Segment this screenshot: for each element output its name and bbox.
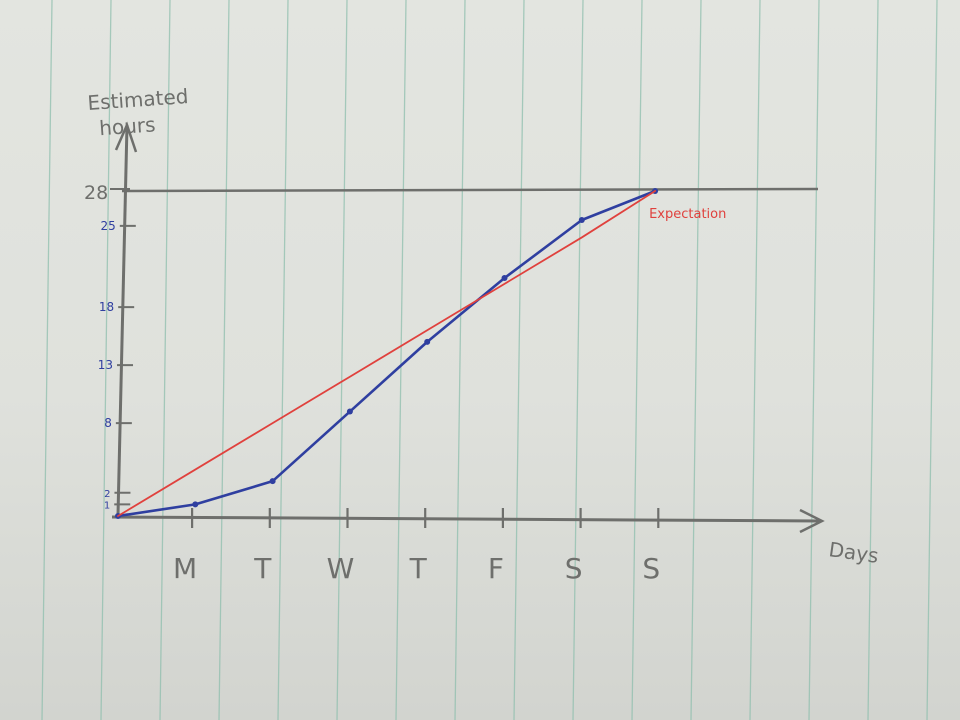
y-axis-title-line1: Estimated xyxy=(87,84,189,115)
x-tick-label: T xyxy=(253,552,272,585)
paper-rule-line xyxy=(749,0,761,720)
series-line xyxy=(116,189,657,518)
paper-rule-line xyxy=(395,0,407,720)
x-tick-label: M xyxy=(173,552,197,585)
y-tick-label: 13 xyxy=(98,358,113,372)
series-label: Expectation xyxy=(649,207,726,222)
x-tick-label: S xyxy=(565,552,583,585)
x-tick-label: F xyxy=(488,552,504,585)
y-axis xyxy=(116,124,129,516)
data-point xyxy=(578,217,585,224)
y-tick-label: 2 xyxy=(104,489,110,500)
data-point xyxy=(192,501,199,508)
paper-rule-line xyxy=(336,0,348,720)
paper-rule-line xyxy=(631,0,643,720)
paper-rule-line xyxy=(867,0,879,720)
data-point xyxy=(501,275,508,282)
paper-rule-line xyxy=(808,0,820,720)
paper-rule-line xyxy=(926,0,938,720)
y-axis-title-line2: hours xyxy=(98,112,156,140)
series-group: Expectation xyxy=(115,188,726,519)
paper-rule-lines xyxy=(41,0,938,720)
x-axis-arrow xyxy=(799,508,825,534)
y-tick-label: 18 xyxy=(99,300,114,314)
y-tick-label: 8 xyxy=(104,416,112,430)
data-point xyxy=(424,338,431,345)
x-tick-label: W xyxy=(327,552,355,585)
y-axis-arrow xyxy=(114,121,138,153)
reference-line-label: 28 xyxy=(84,182,108,204)
x-tick-label: T xyxy=(409,552,428,585)
paper-rule-line xyxy=(41,0,53,720)
x-tick-label: S xyxy=(642,552,660,585)
y-tick-label: 25 xyxy=(101,219,116,233)
paper-rule-line xyxy=(513,0,525,720)
paper-rule-line xyxy=(454,0,466,720)
paper-rule-line xyxy=(100,0,112,720)
paper-rule-line xyxy=(690,0,702,720)
reference-line xyxy=(121,187,819,193)
paper-rule-line xyxy=(277,0,289,720)
y-tick-label: 1 xyxy=(104,500,110,511)
axis-ticks: 12 8 13 18 25 M T W T F S S xyxy=(98,219,660,585)
data-point xyxy=(346,408,353,415)
series-line xyxy=(117,190,656,517)
x-axis xyxy=(111,515,821,523)
x-axis-title: Days xyxy=(827,537,880,568)
data-point xyxy=(269,478,276,485)
y-axis-title: Estimated hours xyxy=(87,84,198,141)
paper-rule-line xyxy=(572,0,584,720)
paper-rule-line xyxy=(159,0,171,720)
reference-line-group: 28 xyxy=(84,182,819,204)
paper-rule-line xyxy=(218,0,230,720)
